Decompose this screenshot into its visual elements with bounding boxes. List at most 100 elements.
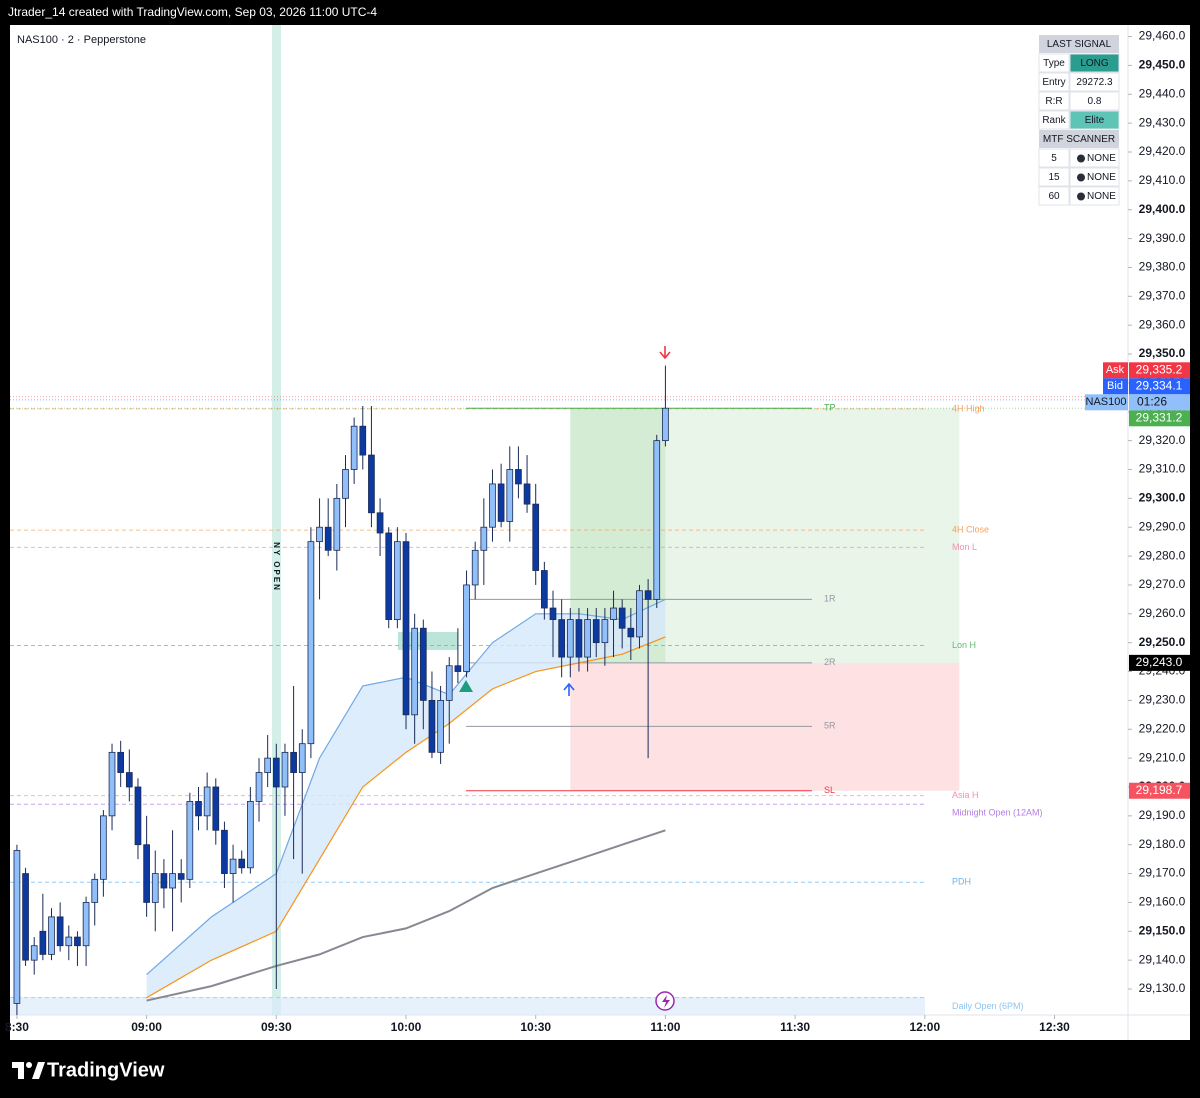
indicator-line [146, 829, 666, 1002]
y-tick-label: 29,310.0 [1139, 462, 1186, 476]
candle-body [618, 607, 626, 629]
session-label: NY OPEN [272, 542, 281, 592]
candle-body [342, 469, 349, 499]
trade-level-label: 2R [824, 657, 836, 667]
candle-body [169, 873, 176, 889]
y-tick-label: 29,280.0 [1139, 548, 1186, 562]
countdown-box [1129, 394, 1190, 411]
session-level-label: Daily Open (6PM) [952, 1001, 1024, 1011]
symbol-tag [1085, 394, 1128, 411]
x-tick-label: 11:30 [780, 1020, 810, 1034]
table-cell [1069, 110, 1120, 130]
table-value: Elite [1085, 115, 1105, 126]
price-tag [1129, 410, 1190, 427]
candle-body [359, 425, 367, 456]
candle-body [65, 936, 73, 947]
candle-body [445, 665, 453, 701]
candle-body [298, 743, 306, 773]
signal-table: LAST SIGNAL Type LONG Entry 29272.3 R:R 0.8 Ran… [1038, 35, 1120, 206]
table-value: NONE [1087, 153, 1116, 164]
symbol: NAS100 · 2 · Pepperstone [17, 34, 146, 46]
trade-level-label: SL [824, 785, 835, 795]
table-value: NONE [1087, 172, 1116, 183]
x-tick-label: 11:00 [650, 1020, 680, 1034]
trade-level-label: TP [824, 403, 836, 413]
candle-body [307, 541, 315, 745]
candle-body [108, 751, 116, 817]
y-tick-label: 29,300.0 [1139, 491, 1186, 505]
logo: TradingView [12, 1059, 165, 1081]
candle-body [160, 873, 168, 889]
candle-body [506, 469, 514, 522]
tag-name-box [1103, 378, 1128, 395]
candle-body [662, 407, 669, 442]
tag-name: Ask [1106, 364, 1125, 376]
session-band [272, 25, 281, 1015]
candle-body [350, 425, 358, 470]
candle-body [39, 930, 47, 955]
candle-body [419, 627, 427, 701]
table-header-text: LAST SIGNAL [1047, 39, 1112, 50]
candle-body [411, 627, 418, 716]
price-tag [1129, 362, 1190, 379]
candle-body [428, 699, 436, 753]
session-level-label: Asia H [952, 790, 979, 800]
table-cell [1038, 53, 1070, 73]
session-level-label: 4H High [952, 403, 985, 413]
candle-body [402, 541, 410, 716]
x-tick-label: 12:30 [1039, 1020, 1070, 1034]
y-tick-label: 29,430.0 [1139, 115, 1186, 129]
candle-body [143, 844, 150, 903]
table-cell [1069, 53, 1120, 73]
candle-body [100, 815, 107, 880]
y-tick-label: 29,400.0 [1139, 202, 1186, 216]
candle-body [255, 772, 263, 802]
candle-body [610, 607, 617, 620]
candle-body [644, 590, 652, 600]
x-tick-label: 09:00 [131, 1020, 162, 1034]
candle-body [437, 699, 444, 753]
y-tick-label: 29,270.0 [1139, 577, 1186, 591]
status-dot [1077, 192, 1085, 201]
symbol-tag-label: NAS100 [1086, 396, 1127, 408]
candle-body [281, 751, 289, 788]
table-cell [1038, 72, 1070, 92]
trade-level-label: 5R [824, 721, 836, 731]
table-cell [1069, 91, 1120, 111]
candle-body [221, 829, 228, 874]
tag-name-box [1103, 362, 1128, 379]
candle-body [515, 469, 522, 485]
price-tag [1129, 654, 1190, 671]
session-level-label: Midnight Open (12AM) [952, 808, 1043, 818]
y-tick-label: 29,420.0 [1139, 144, 1186, 158]
x-tick-label: 10:30 [520, 1020, 551, 1034]
candle-body [13, 850, 21, 1004]
y-tick-label: 29,260.0 [1139, 606, 1186, 620]
marks [10, 396, 1128, 409]
y-tick-label: 29,150.0 [1139, 923, 1186, 937]
candle-body [316, 526, 323, 543]
candle-body [463, 584, 470, 672]
y-tick-label: 29,210.0 [1139, 750, 1186, 764]
y-tick-label: 29,440.0 [1139, 86, 1186, 100]
caption: Jtrader_14 created with TradingView.com,… [8, 5, 377, 19]
candle-body [394, 541, 401, 620]
table-value: 29272.3 [1076, 77, 1113, 88]
buy-arrow [563, 682, 575, 696]
price-tag-label: 29,335.2 [1136, 362, 1183, 376]
x-tick-label: 8:30 [5, 1020, 29, 1034]
table-cell [1038, 186, 1070, 206]
session-level-label: Mon L [952, 542, 977, 552]
candle-body [584, 619, 591, 658]
table-value: NONE [1087, 191, 1116, 202]
candle-body [376, 512, 384, 534]
candle-body [549, 607, 557, 620]
y-tick-label: 29,290.0 [1139, 519, 1186, 533]
candle-body [566, 619, 574, 658]
candle-body [636, 590, 643, 638]
table-cell [1069, 148, 1120, 168]
signal-triangle [459, 680, 473, 692]
table-header [1039, 35, 1119, 53]
y-tick-label: 29,320.0 [1139, 433, 1186, 447]
session-level-label: Lon H [952, 640, 976, 650]
